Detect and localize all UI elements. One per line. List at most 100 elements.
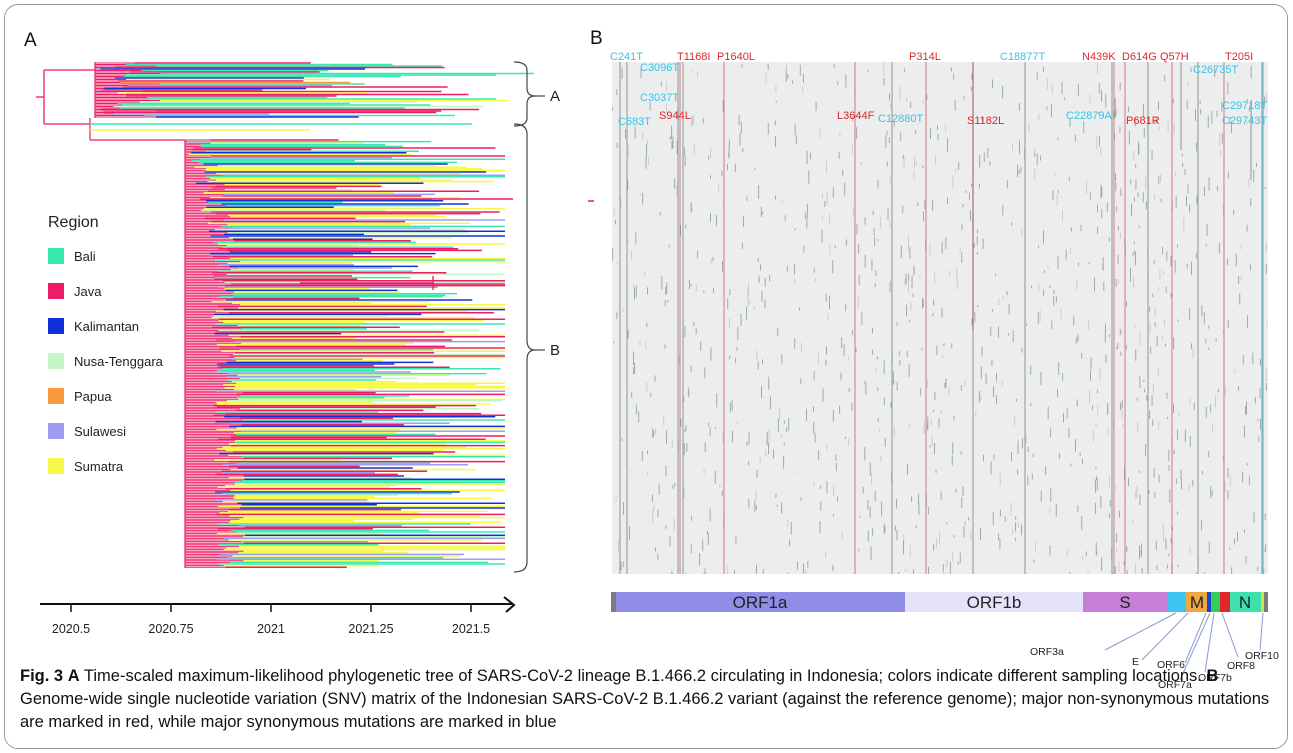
snv-mark xyxy=(1245,555,1247,564)
snv-matrix-background xyxy=(612,62,1268,574)
snv-mark xyxy=(1094,502,1096,514)
snv-mark xyxy=(1049,545,1051,556)
snv-mark xyxy=(740,313,742,326)
snv-mark xyxy=(970,86,972,91)
snv-mark xyxy=(999,538,1001,550)
snv-mark xyxy=(1208,451,1210,458)
snv-mark xyxy=(1195,109,1196,122)
legend-swatch xyxy=(48,283,64,299)
snv-mark xyxy=(889,280,891,293)
gene-segment xyxy=(1220,592,1230,612)
snv-mark xyxy=(735,357,737,364)
snv-mark xyxy=(947,138,948,152)
snv-mark xyxy=(1057,388,1058,398)
snv-mark xyxy=(739,132,741,146)
snv-mark xyxy=(885,135,887,148)
snv-mark xyxy=(1116,548,1118,553)
snv-mark xyxy=(1208,177,1210,191)
snv-mark xyxy=(1254,396,1256,404)
snv-mark xyxy=(686,443,688,452)
snv-mark xyxy=(1240,244,1242,250)
snv-mark xyxy=(1158,176,1160,185)
snv-mark xyxy=(1177,429,1178,441)
snv-mark xyxy=(1178,412,1180,417)
snv-mark xyxy=(1208,325,1210,329)
snv-mark xyxy=(1008,332,1010,336)
snv-mark xyxy=(1167,416,1169,419)
snv-mark xyxy=(1195,252,1197,259)
snv-mark xyxy=(1063,413,1064,423)
snv-mark xyxy=(989,161,991,166)
snv-mark xyxy=(665,465,667,477)
snv-mark xyxy=(1221,101,1223,112)
snv-mark xyxy=(927,507,929,515)
snv-mark xyxy=(754,167,756,170)
snv-mark xyxy=(908,320,910,323)
mutation-label: C29718T xyxy=(1222,100,1268,112)
snv-mark xyxy=(775,195,776,200)
snv-mark xyxy=(1021,347,1023,353)
snv-mark xyxy=(806,408,807,421)
snv-mark xyxy=(652,510,654,524)
snv-mark xyxy=(654,375,656,382)
snv-mark xyxy=(1020,166,1022,173)
snv-mark xyxy=(932,312,934,317)
snv-mark xyxy=(893,426,895,437)
snv-mark xyxy=(747,295,749,308)
snv-mark xyxy=(1153,467,1155,478)
snv-mark xyxy=(704,442,706,453)
snv-mark xyxy=(1128,477,1129,486)
gene-segment xyxy=(1207,592,1211,612)
snv-mark xyxy=(1162,522,1164,532)
snv-mark xyxy=(768,376,770,390)
mutation-label: P681R xyxy=(1126,115,1160,127)
snv-mark xyxy=(877,179,879,189)
snv-mark xyxy=(693,144,695,156)
gene-label: S xyxy=(1119,593,1130,612)
snv-mark xyxy=(998,326,999,338)
snv-mark xyxy=(981,346,983,357)
snv-mark xyxy=(1203,186,1205,196)
snv-mark xyxy=(886,130,888,136)
snv-mark xyxy=(761,385,762,399)
snv-mark xyxy=(1082,555,1084,560)
snv-mark xyxy=(756,469,758,478)
snv-mark xyxy=(674,483,676,487)
snv-mark xyxy=(1076,280,1078,290)
orf-leader-line xyxy=(1141,612,1189,661)
snv-mark xyxy=(871,473,872,485)
snv-mark xyxy=(959,248,961,254)
snv-mark xyxy=(755,505,757,510)
snv-mark xyxy=(1008,304,1010,315)
snv-mark xyxy=(998,533,999,540)
snv-mark xyxy=(669,136,671,140)
snv-mark xyxy=(970,530,972,541)
snv-mark xyxy=(648,157,650,166)
snv-mark xyxy=(909,247,911,259)
panel-a-label: A xyxy=(24,30,37,51)
snv-mark xyxy=(740,121,742,134)
snv-mark xyxy=(712,256,714,262)
snv-mark xyxy=(1015,515,1017,520)
snv-mark xyxy=(894,525,896,531)
snv-mark xyxy=(813,481,815,487)
snv-mark xyxy=(1034,168,1036,179)
snv-mark xyxy=(971,73,973,80)
snv-mark xyxy=(684,429,686,433)
snv-mark xyxy=(1083,121,1085,133)
snv-mark xyxy=(829,244,831,255)
snv-mark xyxy=(949,270,951,277)
snv-mark xyxy=(788,418,790,431)
snv-mark xyxy=(666,103,667,113)
snv-mark xyxy=(1095,480,1096,493)
snv-mark xyxy=(910,302,912,311)
snv-mark xyxy=(672,485,674,489)
snv-mark xyxy=(820,501,822,511)
genome-annotation-bar: ORF1a ORF1b S M N ORF3a E ORF6 ORF7a ORF7bORF8ORF… xyxy=(611,592,1279,691)
snv-mark xyxy=(985,373,987,384)
snv-mark xyxy=(1184,169,1186,176)
snv-mark xyxy=(1206,223,1208,236)
snv-mark xyxy=(905,569,907,572)
snv-mark xyxy=(1026,323,1027,326)
